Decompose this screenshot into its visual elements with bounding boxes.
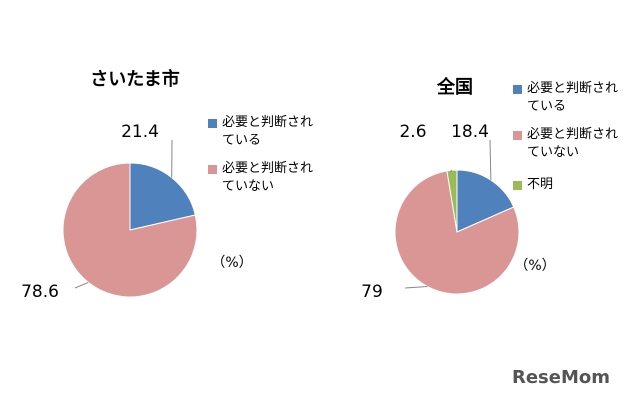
- data-label: 78.6: [21, 282, 59, 302]
- legend-label: 必要と判断されている: [527, 81, 619, 114]
- leader-line: [74, 281, 89, 289]
- watermark: ReseMom: [512, 367, 610, 388]
- pie-slice: [446, 169, 458, 233]
- pie-slice: [456, 169, 515, 233]
- data-label: 21.4: [121, 122, 159, 142]
- pie-slice: [62, 162, 198, 298]
- pie-slice: [394, 170, 520, 295]
- legend-label: 必要と判断されていない: [527, 127, 619, 160]
- legend-item: 必要と判断されていない: [222, 161, 314, 194]
- legend-item: 必要と判断されている: [222, 115, 314, 148]
- chart-title: 全国: [436, 76, 473, 98]
- data-label: 18.4: [451, 122, 489, 142]
- data-label: 2.6: [399, 122, 426, 142]
- data-label: 79: [361, 282, 383, 302]
- legend-swatch: [513, 181, 522, 190]
- legend-item: 必要と判断されている: [527, 81, 619, 114]
- legend-swatch: [208, 165, 217, 174]
- leader-line: [449, 169, 453, 173]
- legend-swatch: [513, 85, 522, 94]
- legend-label: 不明: [527, 177, 554, 192]
- leader-line: [489, 139, 492, 181]
- legend-item: 不明: [527, 177, 554, 192]
- pie-slice: [129, 162, 196, 231]
- legend-swatch: [513, 131, 522, 140]
- legend-label: 必要と判断されている: [222, 115, 314, 148]
- leader-line: [404, 286, 428, 289]
- chart-title: さいたま市: [90, 68, 179, 90]
- unit-label: （%）: [211, 255, 252, 271]
- legend-label: 必要と判断されていない: [222, 161, 314, 194]
- legend-item: 必要と判断されていない: [527, 127, 619, 160]
- legend-swatch: [208, 119, 217, 128]
- unit-label: （%）: [514, 258, 555, 274]
